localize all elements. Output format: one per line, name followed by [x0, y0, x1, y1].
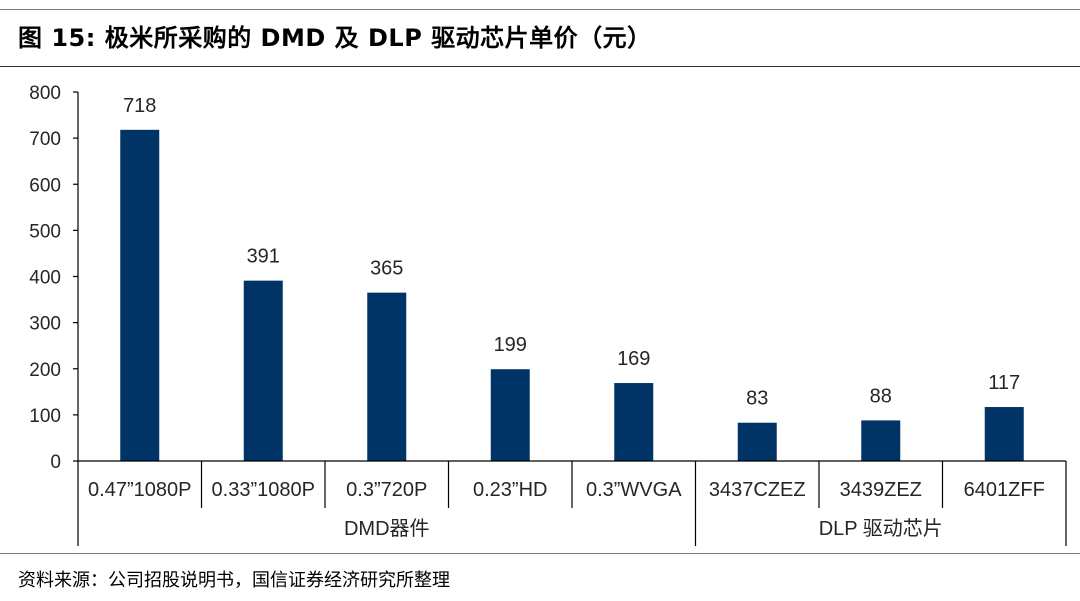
bar	[861, 420, 901, 461]
data-label: 391	[247, 246, 280, 268]
x-tick-label: 3439ZEZ	[840, 479, 922, 501]
y-tick-label: 400	[29, 268, 61, 289]
data-label: 169	[617, 348, 650, 370]
data-labels: 718 391 365 199 169 83 88 117	[123, 95, 1020, 410]
data-label: 718	[123, 95, 156, 117]
y-tick-label: 500	[29, 221, 61, 242]
source-note: 资料来源：公司招股说明书，国信证券经济研究所整理	[18, 570, 450, 591]
x-tick-label: 0.33”1080P	[212, 479, 315, 501]
figure-title: 图 15: 极米所采购的 DMD 及 DLP 驱动芯片单价（元）	[18, 24, 652, 52]
x-tick-label: 6401ZFF	[964, 479, 1045, 501]
data-label: 199	[494, 334, 527, 356]
y-tick-label: 0	[50, 452, 61, 473]
y-tick-label: 300	[29, 314, 61, 335]
x-tick-label: 0.3”720P	[346, 479, 427, 501]
x-tick-label: 0.23”HD	[473, 479, 547, 501]
x-axis: 0.47”1080P 0.33”1080P 0.3”720P 0.23”HD 0.3”W…	[77, 460, 1067, 546]
x-tick-label: 3437CZEZ	[709, 479, 806, 501]
y-tick-label: 100	[29, 406, 61, 427]
data-label: 88	[870, 385, 892, 407]
bar	[367, 292, 407, 461]
y-tick-label: 600	[29, 175, 61, 196]
data-label: 365	[370, 258, 403, 280]
bar	[984, 407, 1024, 461]
x-group-label: DMD器件	[344, 517, 430, 540]
bars	[120, 129, 1024, 461]
bar	[737, 422, 777, 461]
y-axis: 0 100 200 300 400 500 600 700 800	[29, 83, 79, 473]
data-label: 117	[988, 372, 1020, 394]
top-rule	[0, 9, 1080, 10]
y-tick-label: 200	[29, 360, 61, 381]
x-tick-label: 0.47”1080P	[88, 479, 191, 501]
bar	[120, 129, 160, 461]
title-rule	[0, 66, 1080, 67]
bottom-rule	[0, 553, 1080, 554]
x-tick-label: 0.3”WVGA	[586, 479, 682, 501]
data-label: 83	[746, 388, 768, 410]
bar	[490, 369, 530, 461]
y-tick-label: 800	[29, 83, 61, 104]
x-group-label: DLP 驱动芯片	[819, 517, 943, 540]
bar	[614, 383, 654, 461]
y-tick-label: 700	[29, 129, 61, 150]
bar	[243, 280, 283, 461]
